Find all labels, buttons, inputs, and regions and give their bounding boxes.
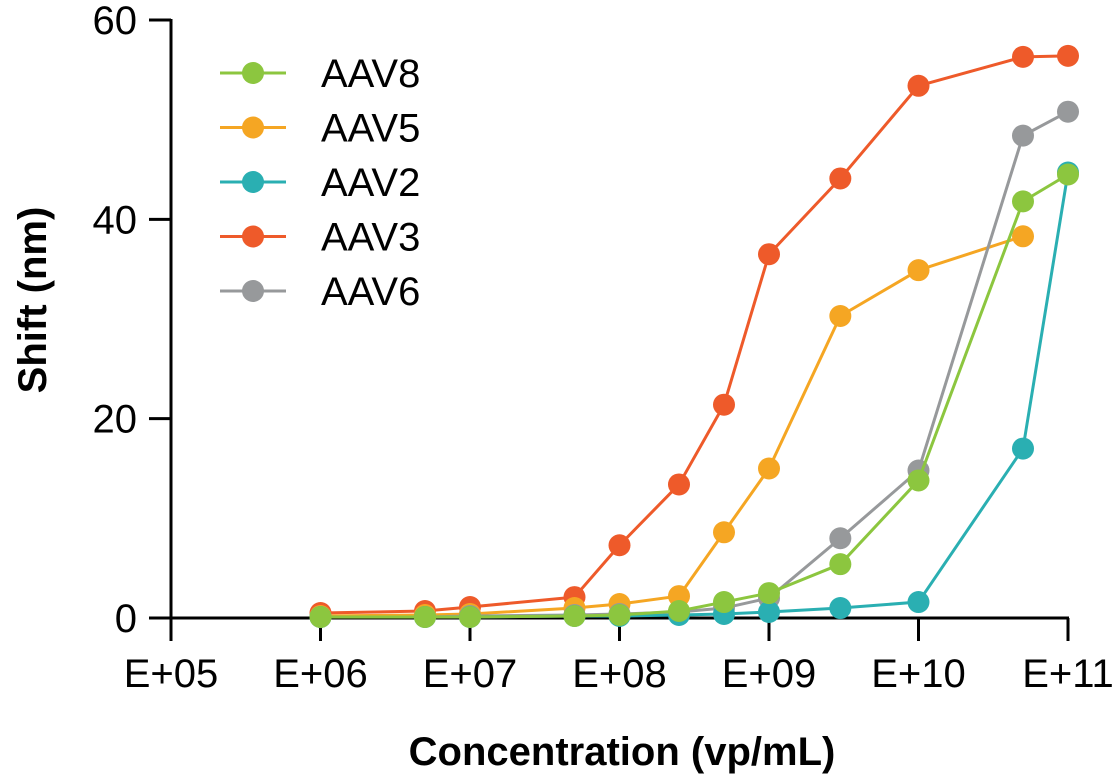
x-tick-label: E+08 <box>572 652 667 696</box>
legend-label: AAV6 <box>321 270 420 314</box>
axes <box>149 19 1069 632</box>
series-line <box>320 172 1070 619</box>
data-point <box>1057 44 1079 67</box>
data-point <box>907 591 930 614</box>
legend-item-aav5: AAV5 <box>220 107 420 151</box>
data-point <box>712 393 735 416</box>
x-tick-label: E+07 <box>423 652 518 696</box>
legend-marker <box>242 62 264 84</box>
data-point <box>829 167 852 190</box>
data-point <box>1011 190 1034 213</box>
data-point <box>309 606 332 629</box>
series-line <box>320 110 1069 619</box>
series-line <box>320 173 1069 619</box>
legend: AAV8 AAV5 AAV2 AAV3 AAV6 <box>220 52 420 314</box>
data-point <box>1057 100 1079 123</box>
legend-item-aav3: AAV3 <box>220 216 420 260</box>
data-point <box>1011 45 1034 68</box>
series-layer <box>309 44 1079 629</box>
legend-marker <box>242 280 264 302</box>
data-point <box>1011 225 1034 248</box>
x-tick-label: E+05 <box>124 652 219 696</box>
data-point <box>1011 437 1034 460</box>
x-tick-label: E+10 <box>871 652 966 696</box>
data-point <box>712 591 735 614</box>
y-axis-title: Shift (nm) <box>11 207 55 394</box>
y-ticks: 0 20 40 60 <box>93 0 171 641</box>
legend-label: AAV2 <box>321 161 420 205</box>
legend-item-aav8: AAV8 <box>220 52 420 96</box>
data-point <box>413 606 436 629</box>
data-point <box>907 469 930 492</box>
data-point <box>1011 124 1034 147</box>
legend-label: AAV8 <box>321 52 420 96</box>
y-tick-label: 20 <box>93 398 138 442</box>
data-point <box>829 597 852 620</box>
legend-item-aav2: AAV2 <box>220 161 420 205</box>
series-aav8 <box>309 163 1079 629</box>
data-point <box>758 243 780 266</box>
data-point <box>667 600 690 623</box>
data-point <box>1057 163 1079 186</box>
data-point <box>758 582 780 605</box>
legend-label: AAV5 <box>321 107 420 151</box>
legend-marker <box>242 171 264 193</box>
data-point <box>758 457 780 480</box>
data-point <box>829 553 852 576</box>
legend-marker <box>242 225 264 248</box>
y-tick-label: 0 <box>115 597 137 641</box>
data-point <box>608 604 631 627</box>
data-point <box>459 606 481 629</box>
series-line <box>320 234 1024 618</box>
data-point <box>608 534 631 557</box>
legend-item-aav6: AAV6 <box>220 270 420 314</box>
series-line <box>320 54 1069 615</box>
data-point <box>712 521 735 544</box>
x-tick-label: E+06 <box>273 652 368 696</box>
data-point <box>563 605 586 628</box>
legend-label: AAV3 <box>321 216 420 260</box>
data-point <box>758 601 780 624</box>
x-tick-label: E+09 <box>722 652 817 696</box>
data-point <box>667 473 690 496</box>
x-ticks: E+05 E+06 E+07 E+08 E+09 E+10 E+11 <box>124 618 1114 696</box>
y-tick-label: 40 <box>93 198 138 242</box>
data-point <box>829 527 852 550</box>
series-aav2 <box>309 161 1079 629</box>
x-axis-title: Concentration (vp/mL) <box>409 730 836 774</box>
data-point <box>907 74 930 97</box>
legend-marker <box>242 116 264 139</box>
data-point <box>907 259 930 282</box>
data-point <box>829 305 852 328</box>
y-tick-label: 60 <box>93 0 138 43</box>
x-tick-label: E+11 <box>1022 652 1114 696</box>
